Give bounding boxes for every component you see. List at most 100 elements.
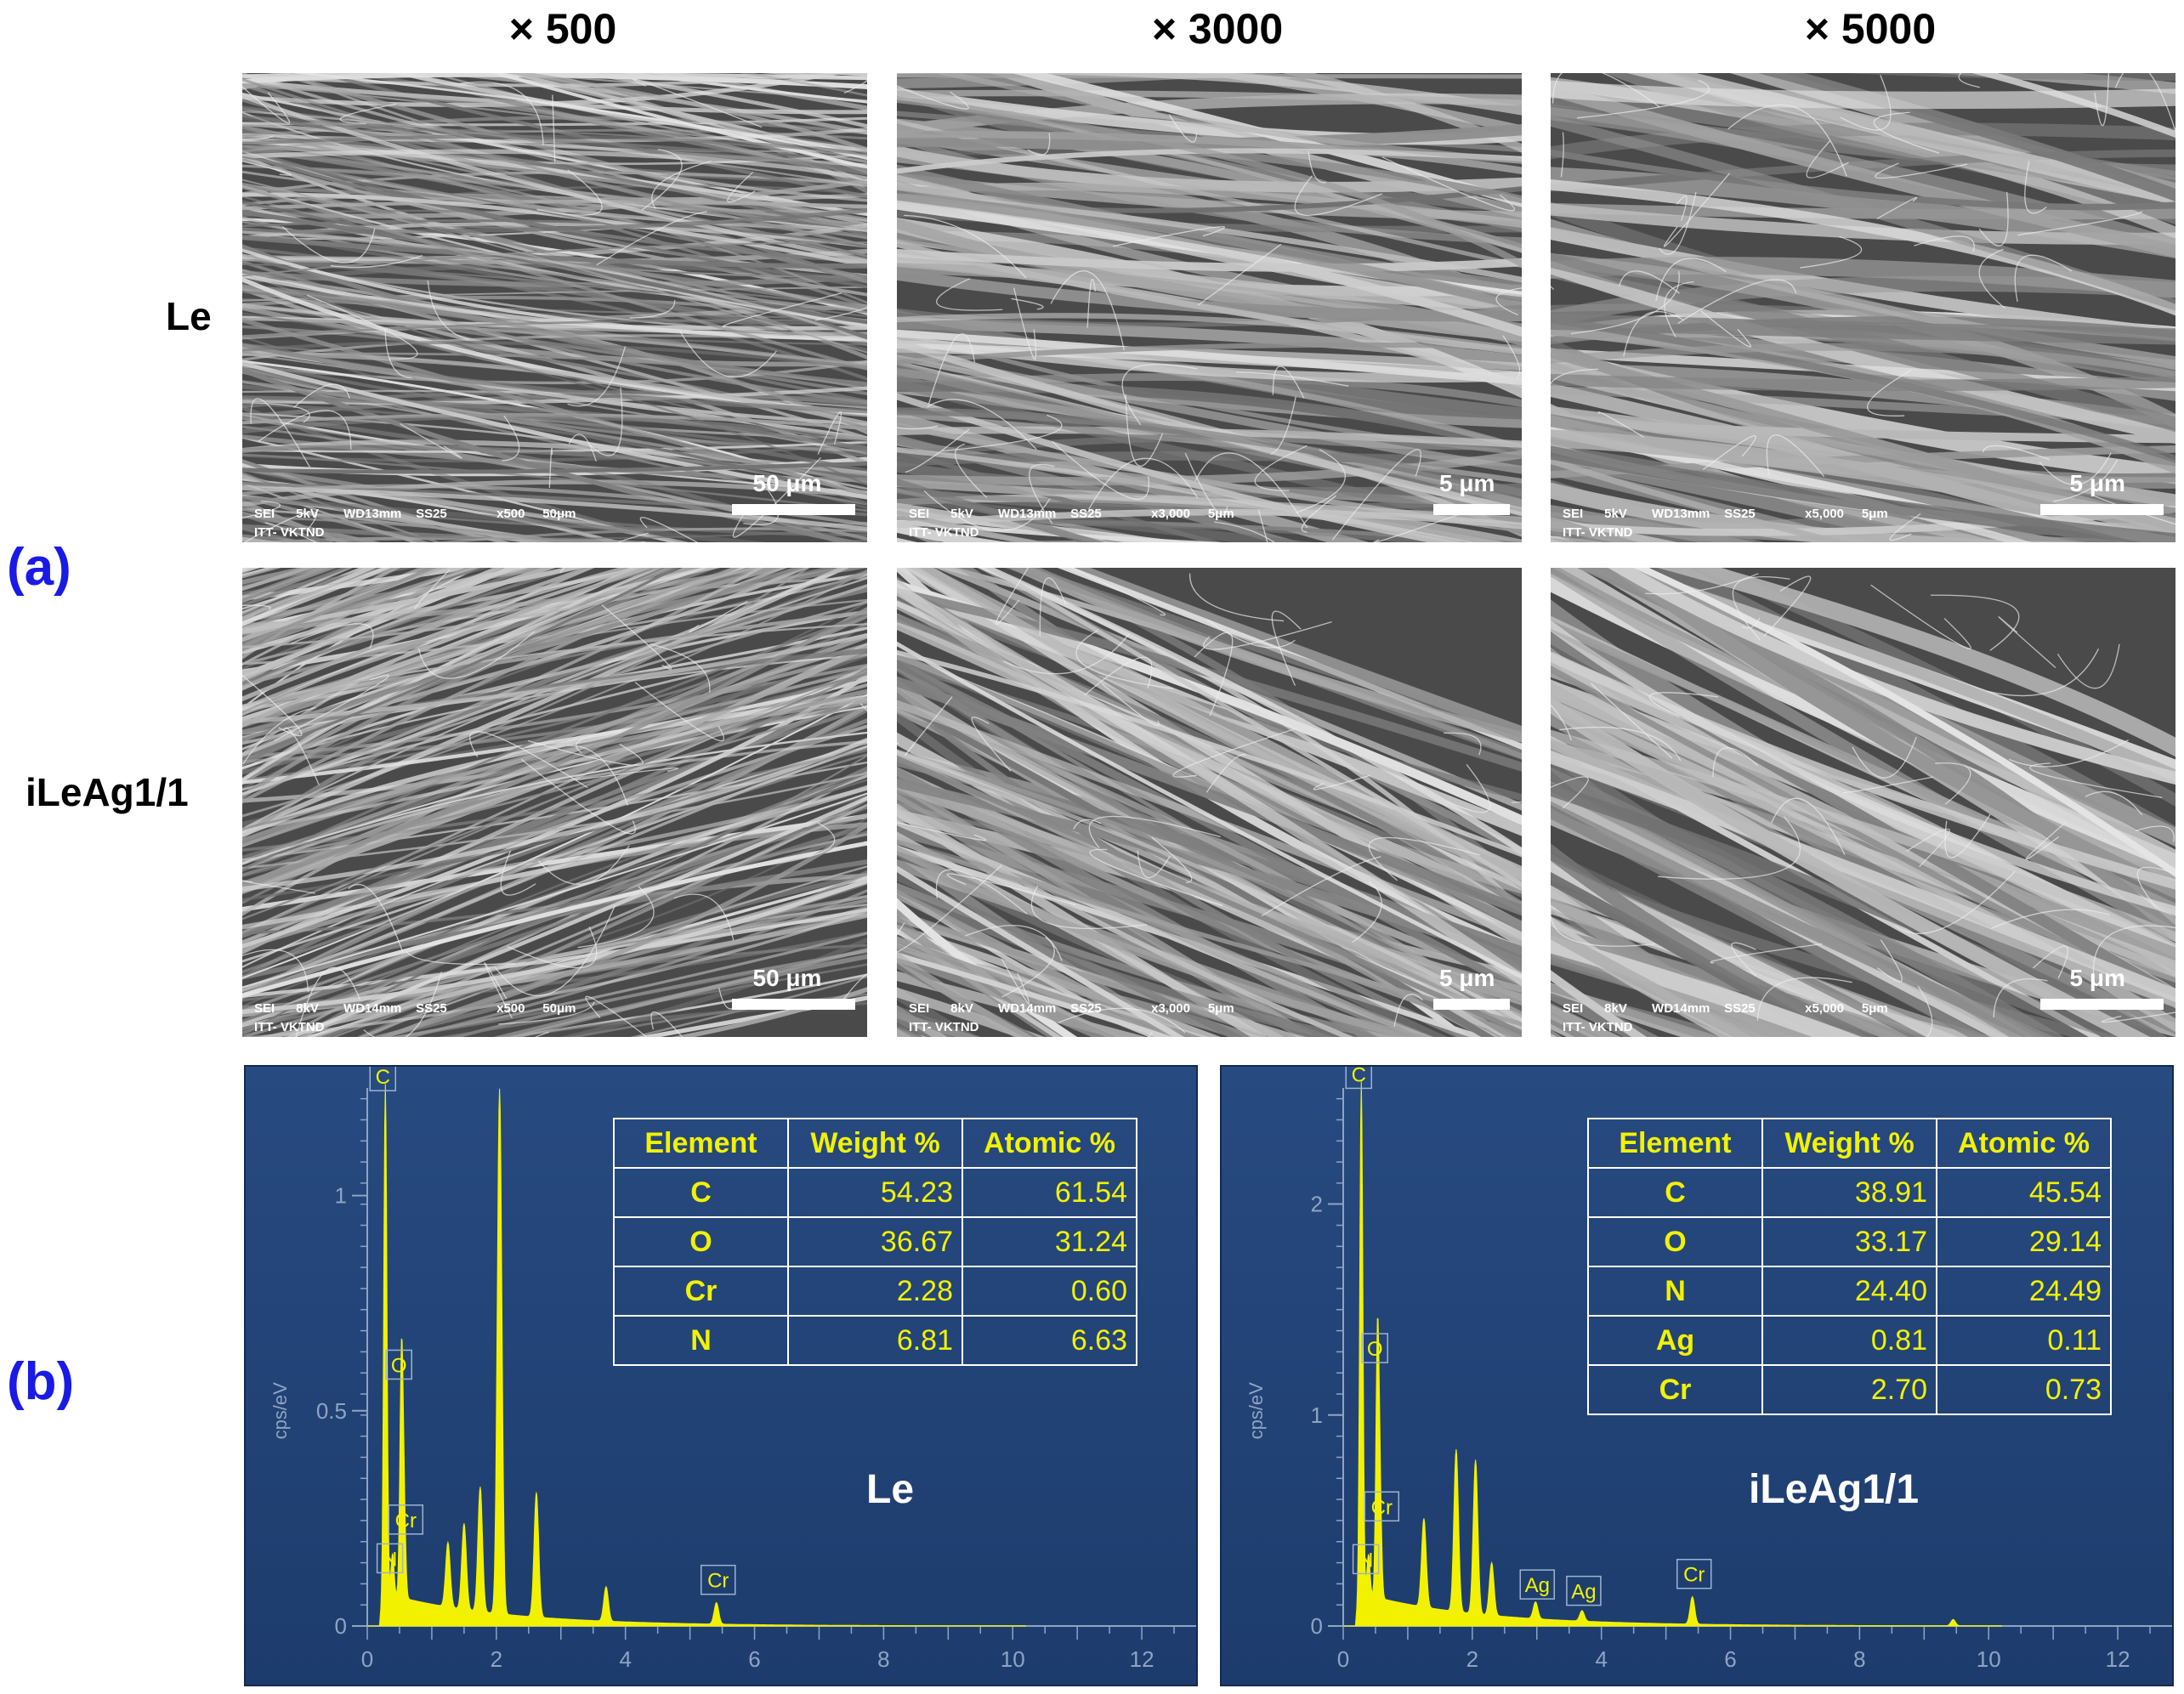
- scale-bar-label: 50 μm: [752, 470, 822, 496]
- scale-bar-label: 5 μm: [2069, 470, 2125, 496]
- table-cell-atomic: 0.73: [1936, 1364, 2112, 1415]
- table-cell-element: Cr: [1587, 1364, 1763, 1415]
- table-cell-atomic: 61.54: [962, 1167, 1137, 1218]
- table-header-element: Element: [1587, 1118, 1763, 1169]
- x-tick-label: 4: [1595, 1646, 1607, 1672]
- fiber-texture: [897, 568, 1522, 1037]
- peak-label: C: [376, 1067, 390, 1089]
- x-tick-label: 12: [2106, 1646, 2130, 1672]
- peak-label: Ag: [1525, 1574, 1550, 1597]
- peak-label-box: [376, 1543, 404, 1574]
- x-tick-label: 2: [491, 1646, 502, 1672]
- peak-label: Cr: [1371, 1496, 1393, 1519]
- table-row: C 38.91 45.54: [1587, 1167, 2112, 1218]
- scale-bar: [732, 999, 855, 1010]
- table-header-atomic: Atomic %: [962, 1118, 1137, 1169]
- table-row: Cr 2.70 0.73: [1587, 1364, 2112, 1415]
- table-row: O 36.67 31.24: [613, 1216, 1137, 1267]
- table-cell-weight: 24.40: [1761, 1266, 1937, 1317]
- fiber-texture: [1551, 73, 2175, 542]
- x-tick-label: 10: [1977, 1646, 2001, 1672]
- table-cell-weight: 33.17: [1761, 1216, 1937, 1267]
- peak-label-box: [1352, 1544, 1380, 1575]
- row-header-ileag: iLeAg1/1: [26, 770, 189, 814]
- table-cell-atomic: 6.63: [962, 1315, 1137, 1366]
- peak-label-box: [388, 1504, 424, 1535]
- peak-label-box: [369, 1067, 397, 1091]
- table-cell-element: O: [613, 1216, 789, 1267]
- sem-info-line: SEI 5kV WD13mm SS25 x500 50μm: [254, 507, 576, 521]
- peak-label: O: [1367, 1338, 1383, 1361]
- panel-label-a: (a): [7, 538, 71, 597]
- eds-spectrum-ileag: 0 2 4 6 8 10 12 0 1 2 cps/eV C N O Cr Ag Ag Cr Element We…: [1220, 1065, 2174, 1686]
- fiber-texture: [242, 73, 867, 542]
- peak-label-box: [1519, 1569, 1556, 1600]
- peak-label-box: [1566, 1575, 1602, 1606]
- sem-micrograph: 5 μm SEI 8kV WD14mm SS25 x3,000 5μm ITT- V…: [897, 568, 1522, 1037]
- scale-bar-label: 5 μm: [1439, 965, 1495, 991]
- table-header-atomic: Atomic %: [1936, 1118, 2112, 1169]
- peak-label: N: [1359, 1549, 1373, 1572]
- sem-info-line: ITT- VKTND: [1563, 525, 1633, 540]
- row-header-le: Le: [166, 294, 212, 338]
- column-header-3000: × 3000: [1151, 5, 1284, 53]
- fiber-texture: [242, 568, 867, 1037]
- table-cell-weight: 2.70: [1761, 1364, 1937, 1415]
- sem-info-line: SEI 5kV WD13mm SS25 x3,000 5μm: [909, 507, 1234, 521]
- peak-label: O: [391, 1354, 407, 1377]
- sem-info-line: ITT- VKTND: [254, 1020, 325, 1034]
- x-tick-label: 6: [1724, 1646, 1736, 1672]
- scale-bar: [1433, 504, 1510, 515]
- table-cell-weight: 6.81: [787, 1315, 963, 1366]
- eds-spectrum-le: 0 2 4 6 8 10 12 0 0.5 1 cps/eV C N O Cr Cr Element Weig…: [244, 1065, 1198, 1686]
- x-tick-label: 0: [1337, 1646, 1349, 1672]
- table-row: N 24.40 24.49: [1587, 1266, 2112, 1317]
- y-axis-label: cps/eV: [269, 1382, 291, 1440]
- sem-micrograph: 50 μm SEI 5kV WD13mm SS25 x500 50μm ITT- V…: [242, 73, 867, 542]
- peak-label-box: [1364, 1491, 1400, 1522]
- table-cell-element: C: [1587, 1167, 1763, 1218]
- y-tick-label: 1: [1311, 1402, 1323, 1428]
- sem-micrograph: 5 μm SEI 5kV WD13mm SS25 x3,000 5μm ITT- V…: [897, 73, 1522, 542]
- eds-sample-label-ileag: iLeAg1/1: [1749, 1467, 1920, 1512]
- x-tick-label: 2: [1466, 1646, 1478, 1672]
- table-row: Cr 2.28 0.60: [613, 1266, 1137, 1317]
- table-header-weight: Weight %: [1761, 1118, 1937, 1169]
- x-tick-label: 6: [748, 1646, 760, 1672]
- table-cell-atomic: 29.14: [1936, 1216, 2112, 1267]
- table-row: Ag 0.81 0.11: [1587, 1315, 2112, 1366]
- table-header-row: Element Weight % Atomic %: [1587, 1118, 2112, 1169]
- spectrum-area: [367, 1084, 1026, 1627]
- sem-micrograph: 50 μm SEI 8kV WD14mm SS25 x500 50μm ITT- V…: [242, 568, 867, 1037]
- sem-info-line: ITT- VKTND: [909, 525, 979, 540]
- table-cell-element: Cr: [613, 1266, 789, 1317]
- y-tick-label: 2: [1311, 1192, 1323, 1217]
- fiber-texture: [897, 73, 1522, 542]
- peak-label: N: [383, 1548, 397, 1571]
- x-tick-label: 8: [1853, 1646, 1865, 1672]
- eds-sample-label-le: Le: [866, 1467, 915, 1512]
- peak-label: Cr: [1683, 1564, 1705, 1587]
- table-cell-weight: 54.23: [787, 1167, 963, 1218]
- y-axis-label: cps/eV: [1245, 1382, 1267, 1440]
- table-cell-element: Ag: [1587, 1315, 1763, 1366]
- table-header-row: Element Weight % Atomic %: [613, 1118, 1137, 1169]
- peak-label-box: [1345, 1067, 1373, 1090]
- y-tick-label: 0: [335, 1613, 347, 1639]
- table-row: N 6.81 6.63: [613, 1315, 1137, 1366]
- table-cell-weight: 0.81: [1761, 1315, 1937, 1366]
- x-tick-label: 12: [1130, 1646, 1154, 1672]
- peak-label-box: [1676, 1558, 1712, 1589]
- y-tick-label: 0: [1311, 1613, 1323, 1639]
- sem-info-line: ITT- VKTND: [909, 1020, 979, 1034]
- x-tick-label: 0: [361, 1646, 373, 1672]
- table-cell-weight: 2.28: [787, 1266, 963, 1317]
- peak-label: Ag: [1571, 1581, 1596, 1604]
- table-cell-element: O: [1587, 1216, 1763, 1267]
- table-cell-atomic: 0.11: [1936, 1315, 2112, 1366]
- spectrum-area: [1343, 1081, 2002, 1627]
- peak-label-box: [1361, 1333, 1388, 1363]
